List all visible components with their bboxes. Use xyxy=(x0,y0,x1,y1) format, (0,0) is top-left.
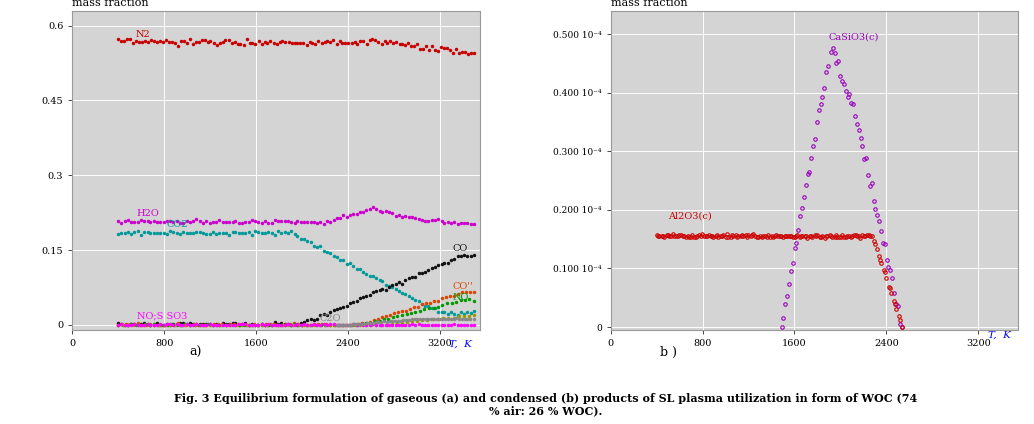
Text: N2: N2 xyxy=(135,30,150,39)
Text: T,  K: T, K xyxy=(987,331,1010,340)
Text: CO: CO xyxy=(453,244,467,253)
Text: NO;S SO3: NO;S SO3 xyxy=(136,311,187,320)
Text: CO2: CO2 xyxy=(166,220,188,229)
Text: b ): b ) xyxy=(660,346,677,359)
Text: mass fraction: mass fraction xyxy=(611,0,688,8)
Text: Fig. 3 Equilibrium formulation of gaseous (a) and condensed (b) products of SL p: Fig. 3 Equilibrium formulation of gaseou… xyxy=(174,393,917,417)
Text: mass fraction: mass fraction xyxy=(72,0,149,8)
Text: NO: NO xyxy=(453,293,469,302)
Text: H2O: H2O xyxy=(136,209,159,218)
Text: a): a) xyxy=(189,346,202,359)
Text: CO'': CO'' xyxy=(453,282,474,291)
Text: CaSiO3(c): CaSiO3(c) xyxy=(829,33,879,42)
Text: Al2O3(c): Al2O3(c) xyxy=(668,212,711,220)
Text: C2O: C2O xyxy=(320,314,341,323)
Text: T,  K: T, K xyxy=(449,340,473,349)
